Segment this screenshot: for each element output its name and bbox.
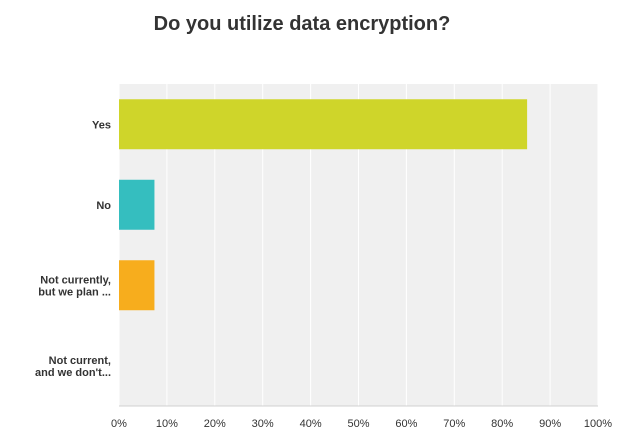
x-tick-label: 100% — [584, 418, 612, 430]
x-tick-label: 50% — [347, 418, 369, 430]
category-label: No — [96, 200, 111, 212]
category-labels: Yes No Not currently, but we plan ... Not cu… — [35, 119, 111, 379]
x-tick-label: 0% — [111, 418, 127, 430]
tick-labels: 0% 10% 20% 30% 40% 50% 60% 70% 80% 90% 100% — [111, 418, 612, 430]
x-tick-label: 20% — [204, 418, 226, 430]
x-tick-label: 60% — [395, 418, 417, 430]
category-label: Not current, and we don't... — [35, 355, 111, 379]
x-tick-label: 90% — [539, 418, 561, 430]
x-tick-label: 70% — [443, 418, 465, 430]
category-label: Yes — [92, 119, 111, 131]
bar — [119, 179, 155, 230]
bars — [119, 99, 528, 311]
x-tick-label: 10% — [156, 418, 178, 430]
bar — [119, 260, 155, 311]
x-tick-label: 80% — [491, 418, 513, 430]
x-tick-label: 40% — [300, 418, 322, 430]
bar — [119, 99, 528, 150]
x-tick-label: 30% — [252, 418, 274, 430]
chart-title: Do you utilize data encryption? — [153, 13, 451, 35]
category-label: Not currently, but we plan ... — [38, 274, 111, 298]
